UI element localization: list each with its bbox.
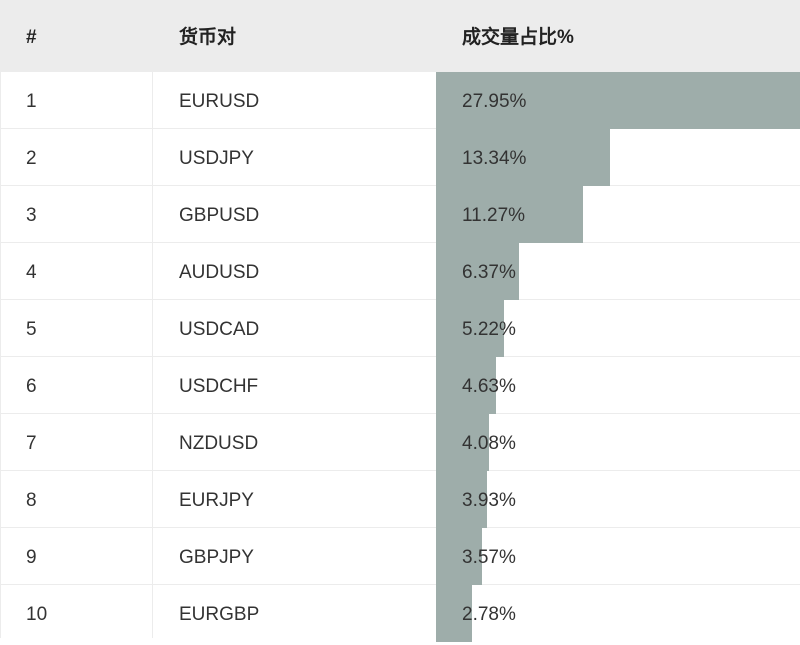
volume-share-cell: 3.93% [462,490,516,511]
currency-pair-cell: USDJPY [179,148,254,169]
volume-share-bar [436,129,610,186]
volume-share-bar [436,300,504,357]
table-row: 3 GBPUSD 11.27% [0,186,800,243]
currency-pair-cell: USDCHF [179,376,259,397]
header-rank: # [26,27,37,48]
rank-cell: 1 [26,91,37,112]
rank-cell: 6 [26,376,37,397]
volume-share-bar [436,471,487,528]
volume-share-bar [436,186,583,243]
volume-share-cell: 2.78% [462,604,516,625]
table-left-border [0,72,1,638]
volume-share-cell: 4.63% [462,376,516,397]
table-row: 5 USDCAD 5.22% [0,300,800,357]
rank-cell: 4 [26,262,37,283]
table-row: 6 USDCHF 4.63% [0,357,800,414]
table-header: # 货币对 成交量占比% [0,0,800,72]
table-row: 1 EURUSD 27.95% [0,72,800,129]
header-currency-pair: 货币对 [179,27,237,48]
rank-cell: 8 [26,490,37,511]
volume-share-cell: 13.34% [462,148,527,169]
volume-share-bar [436,528,482,585]
currency-pair-cell: AUDUSD [179,262,260,283]
table-body: 1 EURUSD 27.95% 2 USDJPY 13.34% 3 GBPUSD 11.27% 4… [0,72,800,642]
table-row: 8 EURJPY 3.93% [0,471,800,528]
rank-cell: 7 [26,433,37,454]
volume-share-bar [436,72,800,129]
volume-share-bar [436,585,472,642]
rank-cell: 5 [26,319,37,340]
currency-pair-cell: EURUSD [179,91,260,112]
column-divider-1 [152,72,153,638]
volume-share-cell: 27.95% [462,91,527,112]
rank-cell: 3 [26,205,37,226]
volume-share-cell: 5.22% [462,319,516,340]
table-row: 2 USDJPY 13.34% [0,129,800,186]
table-row: 4 AUDUSD 6.37% [0,243,800,300]
volume-share-cell: 11.27% [462,205,526,226]
rank-cell: 2 [26,148,37,169]
volume-share-bar [436,357,496,414]
rank-cell: 9 [26,547,37,568]
table-row: 9 GBPJPY 3.57% [0,528,800,585]
currency-pair-cell: GBPJPY [179,547,254,568]
volume-share-bar [436,243,519,300]
currency-pair-cell: EURJPY [179,490,254,511]
currency-pair-cell: GBPUSD [179,205,260,226]
currency-pair-cell: EURGBP [179,604,260,625]
volume-share-cell: 4.08% [462,433,516,454]
header-volume-share: 成交量占比% [462,27,574,48]
volume-share-bar [436,414,489,471]
currency-pair-cell: USDCAD [179,319,260,340]
volume-share-cell: 6.37% [462,262,516,283]
table-row: 10 EURGBP 2.78% [0,585,800,642]
table-row: 7 NZDUSD 4.08% [0,414,800,471]
volume-share-cell: 3.57% [462,547,516,568]
currency-pair-cell: NZDUSD [179,433,259,454]
rank-cell: 10 [26,604,48,625]
